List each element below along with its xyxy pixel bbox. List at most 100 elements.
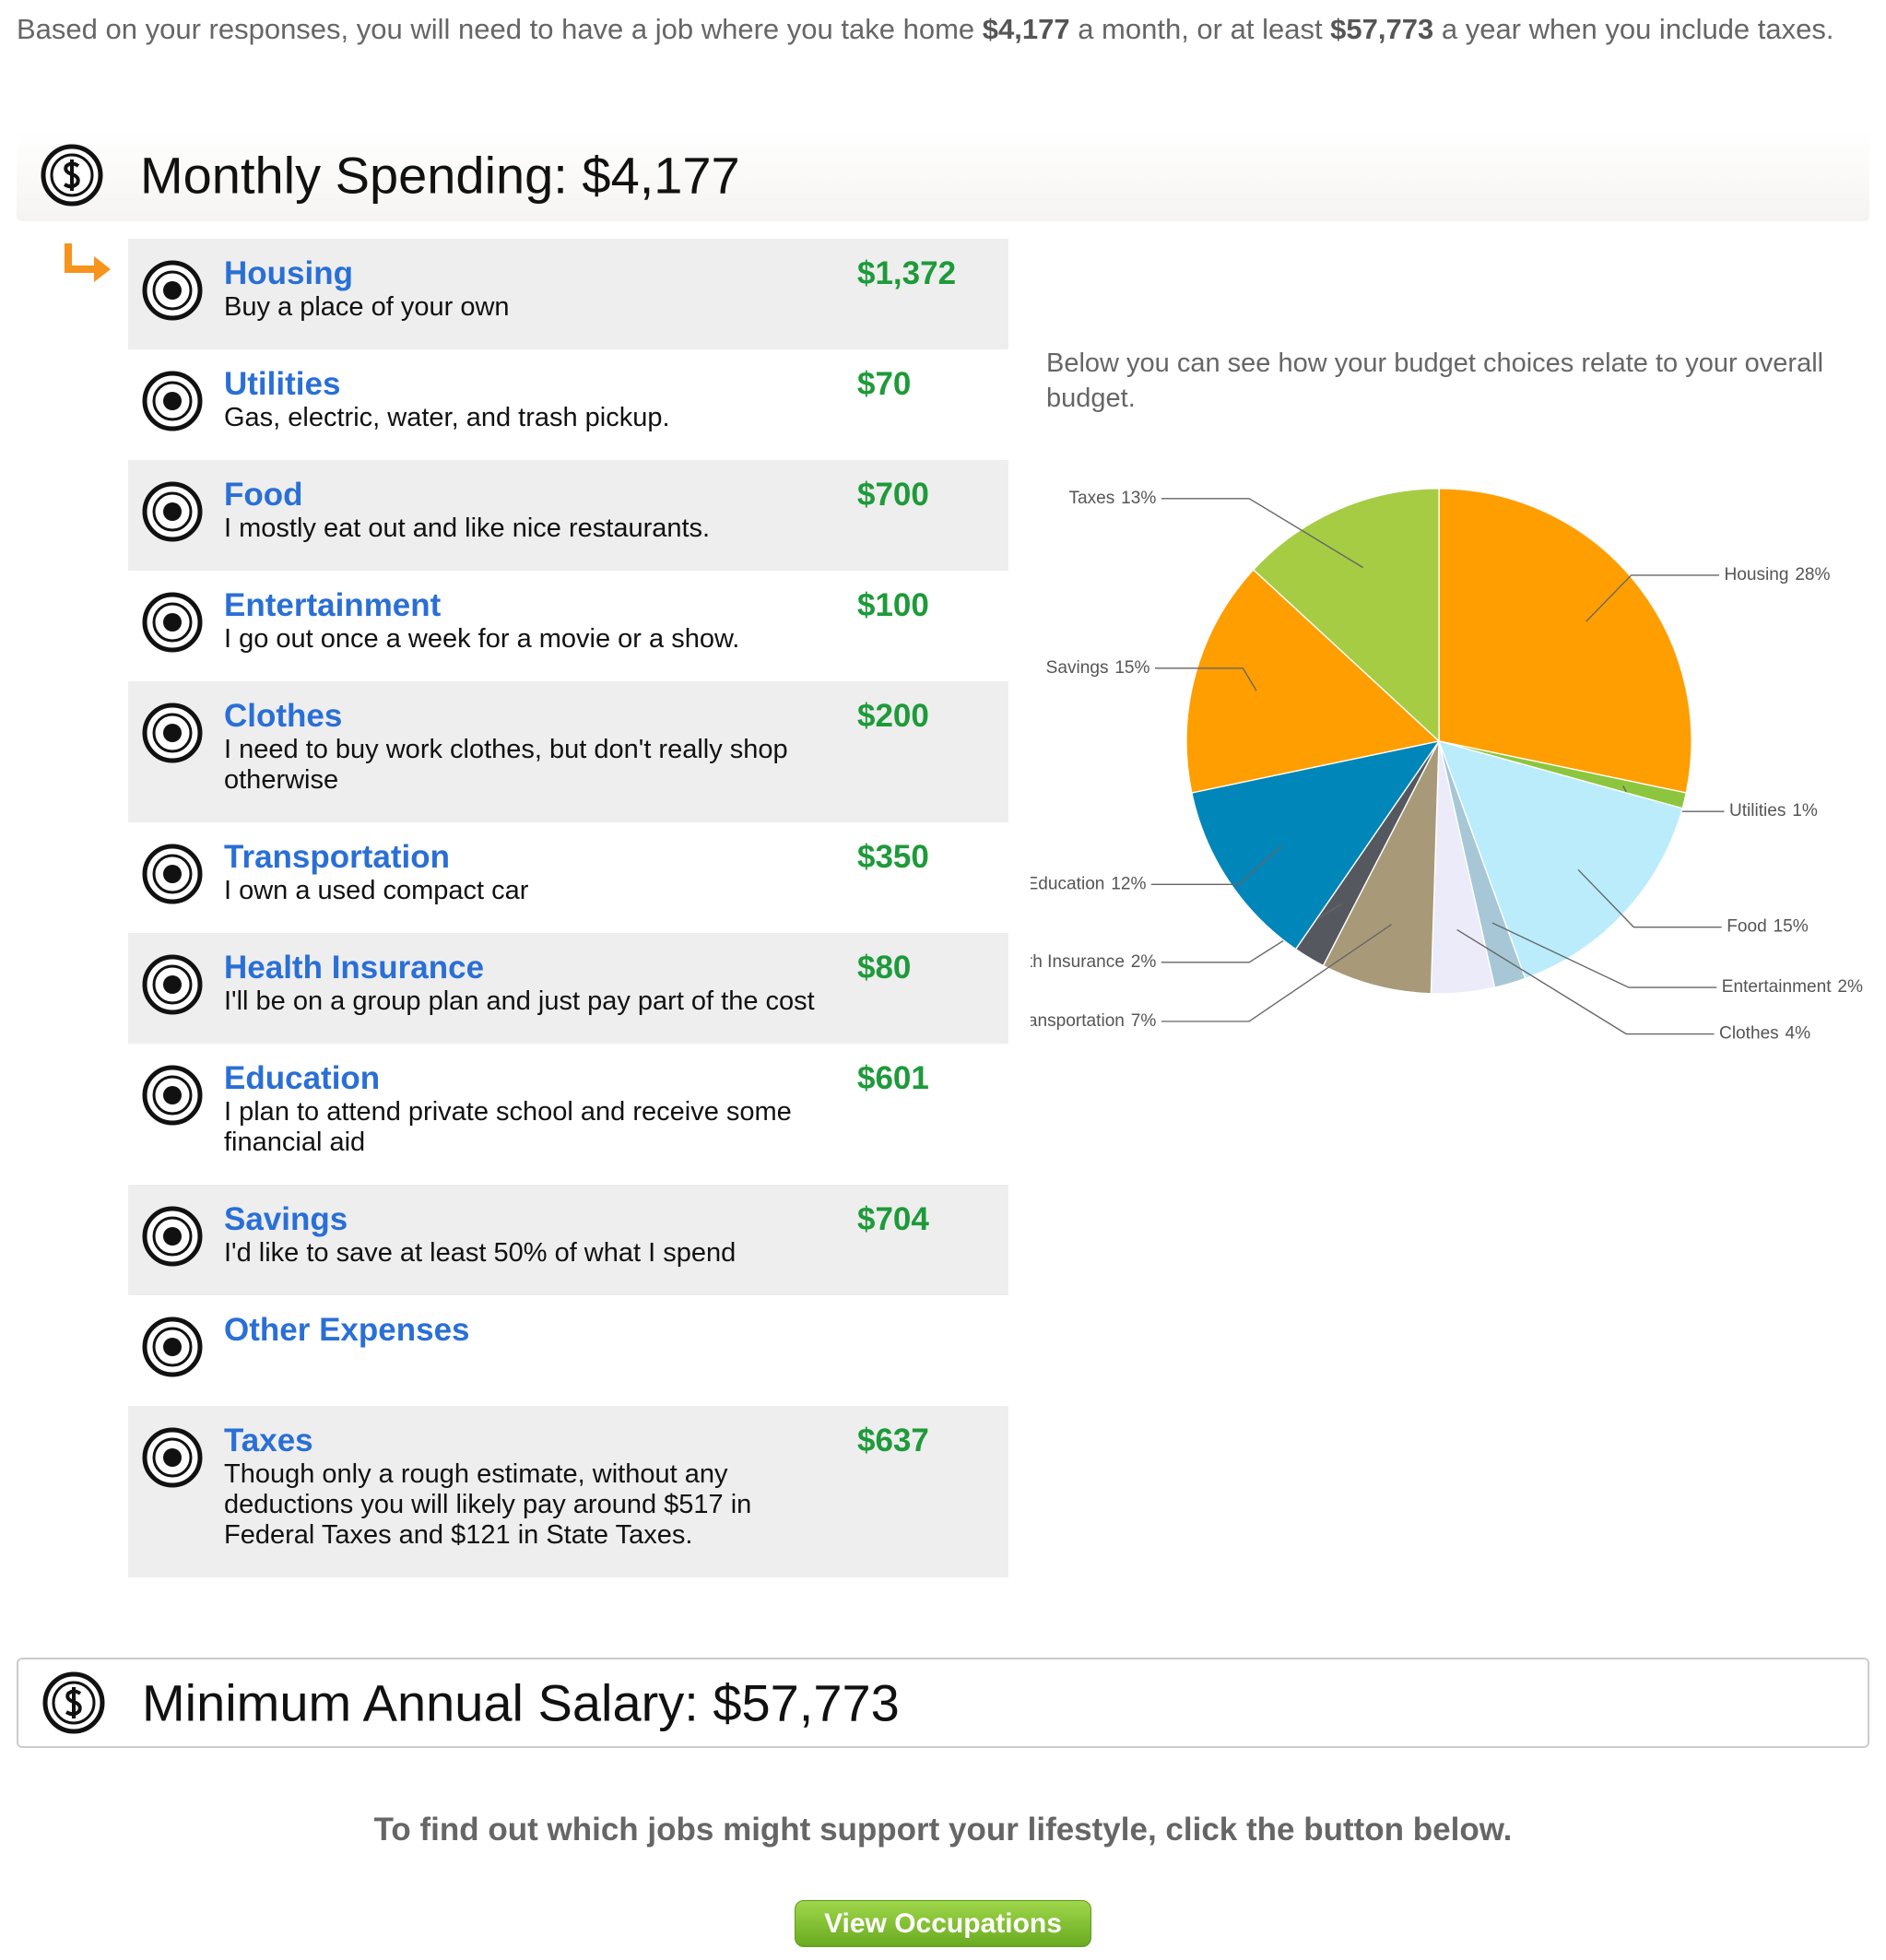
expense-row: Taxes Though only a rough estimate, witho… bbox=[128, 1406, 1008, 1577]
icon-inner bbox=[152, 1437, 193, 1478]
expense-row: Clothes I need to buy work clothes, but d… bbox=[128, 681, 1008, 822]
icon-glyph bbox=[163, 613, 182, 632]
pie-label-name: Clothes bbox=[1719, 1024, 1779, 1044]
expense-name: Transportation bbox=[224, 839, 451, 875]
expense-description: I own a used compact car bbox=[224, 876, 529, 905]
pie-label-value: 15% bbox=[1774, 917, 1809, 937]
expense-amount: $704 bbox=[857, 1201, 929, 1237]
expense-list: Housing Buy a place of your own $1,372 Util… bbox=[128, 239, 1008, 1577]
leader-line bbox=[1161, 924, 1392, 1022]
leader-line bbox=[1577, 868, 1722, 928]
expense-row: Other Expenses bbox=[128, 1295, 1008, 1406]
pie-slice bbox=[1185, 568, 1441, 794]
expense-name: Taxes bbox=[224, 1423, 313, 1458]
pie-slice bbox=[1438, 488, 1692, 794]
pie-label-value: 7% bbox=[1131, 1011, 1157, 1031]
icon-inner bbox=[152, 1075, 193, 1116]
pie-label: Housing 28% bbox=[1725, 565, 1831, 584]
leader-line bbox=[1161, 498, 1364, 569]
expense-amount: $70 bbox=[857, 366, 912, 402]
intro-amount: $57,773 bbox=[1330, 13, 1434, 45]
icon-inner bbox=[152, 491, 193, 532]
icon-glyph bbox=[163, 1448, 182, 1467]
icon-inner bbox=[152, 602, 193, 643]
expense-description: Gas, electric, water, and trash pickup. bbox=[224, 403, 670, 432]
intro: Based on your responses, you will need t… bbox=[17, 7, 1851, 52]
pie-label-name: Food bbox=[1727, 917, 1767, 937]
pie-label-name: Savings bbox=[1046, 658, 1109, 678]
leader-line bbox=[1154, 667, 1257, 691]
icon-glyph bbox=[163, 1227, 182, 1246]
pie-label-value: 2% bbox=[1837, 977, 1863, 997]
expense-amount: $637 bbox=[857, 1423, 929, 1458]
expense-name: Housing bbox=[224, 255, 353, 291]
pie-label-value: 1% bbox=[1792, 801, 1818, 821]
chart-intro: Below you can see how your budget choice… bbox=[1046, 348, 1824, 413]
expense-name: Health Insurance bbox=[224, 950, 485, 986]
expense-name: Utilities bbox=[224, 366, 341, 402]
expense-row: Utilities Gas, electric, water, and trash… bbox=[128, 349, 1008, 460]
expense-amount: $350 bbox=[857, 839, 929, 875]
category-icon bbox=[142, 1206, 203, 1267]
leader-line bbox=[1150, 845, 1282, 885]
pie-label-name: Utilities bbox=[1729, 801, 1786, 821]
pie-label-value: 12% bbox=[1111, 874, 1146, 893]
icon-glyph bbox=[163, 281, 182, 300]
pie-slice bbox=[1252, 488, 1440, 743]
category-icon bbox=[142, 703, 203, 763]
category-icon bbox=[142, 1065, 203, 1126]
intro-text: Based on your responses, you will need t… bbox=[17, 13, 983, 45]
icon-glyph bbox=[163, 975, 182, 994]
category-icon bbox=[142, 371, 203, 431]
arrow-icon bbox=[65, 243, 111, 282]
icon-glyph bbox=[163, 502, 182, 521]
expense-name: Savings bbox=[224, 1201, 348, 1237]
intro-text: a year when you include taxes. bbox=[1433, 13, 1834, 45]
expense-row: Savings I'd like to save at least 50% of … bbox=[128, 1185, 1008, 1295]
intro-amount: $4,177 bbox=[982, 13, 1070, 45]
pie-label: Entertainment 2% bbox=[1722, 977, 1863, 997]
pie-label-name: Housing bbox=[1725, 565, 1789, 584]
expense-row: Entertainment I go out once a week for a … bbox=[128, 571, 1008, 681]
expense-name: Other Expenses bbox=[224, 1312, 470, 1348]
pie-slice bbox=[1322, 740, 1440, 995]
pie-label-name: Health Insurance bbox=[1031, 952, 1125, 972]
pie-label-name: Education bbox=[1031, 874, 1104, 893]
pie-label: Food 15% bbox=[1727, 917, 1809, 937]
pie-label: Utilities 1% bbox=[1729, 801, 1818, 821]
expense-amount: $700 bbox=[857, 477, 929, 513]
pie-chart: Housing 28% Utilities 1% Food 15% Entertainmen… bbox=[1031, 488, 1863, 1044]
expense-row: Housing Buy a place of your own $1,372 bbox=[128, 239, 1008, 349]
expense-amount: $200 bbox=[857, 698, 929, 734]
icon-inner bbox=[152, 381, 193, 421]
expense-name: Education bbox=[224, 1060, 381, 1096]
pie-label: Savings 15% bbox=[1046, 658, 1150, 678]
dollar-icon bbox=[41, 144, 103, 207]
expense-amount: $601 bbox=[857, 1060, 929, 1096]
expense-description: I mostly eat out and like nice restauran… bbox=[224, 514, 711, 543]
icon-glyph bbox=[163, 865, 182, 883]
pie-label-value: 2% bbox=[1131, 952, 1157, 972]
expense-description: I go out once a week for a movie or a sh… bbox=[224, 624, 740, 654]
pie-slice bbox=[1437, 739, 1683, 980]
pie-label: Clothes 4% bbox=[1719, 1024, 1810, 1044]
salary-header: Minimum Annual Salary: $57,773 bbox=[17, 1658, 1869, 1748]
expense-description: I'd like to save at least 50% of what I … bbox=[224, 1238, 737, 1268]
icon-glyph bbox=[163, 724, 182, 742]
expense-name: Food bbox=[224, 477, 303, 513]
dollar-icon bbox=[42, 1671, 105, 1734]
expense-amount: $100 bbox=[857, 587, 929, 623]
pie-label-name: Entertainment bbox=[1722, 977, 1832, 997]
expense-description: I plan to attend private school and rece… bbox=[224, 1097, 792, 1157]
pie-label-value: 4% bbox=[1786, 1024, 1811, 1044]
expense-row: Health Insurance I'll be on a group plan … bbox=[128, 933, 1008, 1044]
pie-label-value: 15% bbox=[1114, 658, 1149, 678]
view-occupations-button[interactable]: View Occupations bbox=[795, 1900, 1091, 1947]
pie-label: Education 12% bbox=[1031, 874, 1146, 893]
expense-description: I'll be on a group plan and just pay par… bbox=[224, 986, 815, 1016]
expense-description: I need to buy work clothes, but don't re… bbox=[224, 735, 788, 795]
expense-row: Transportation I own a used compact car $3… bbox=[128, 822, 1008, 933]
icon-glyph bbox=[163, 392, 182, 410]
expense-name: Clothes bbox=[224, 698, 343, 734]
